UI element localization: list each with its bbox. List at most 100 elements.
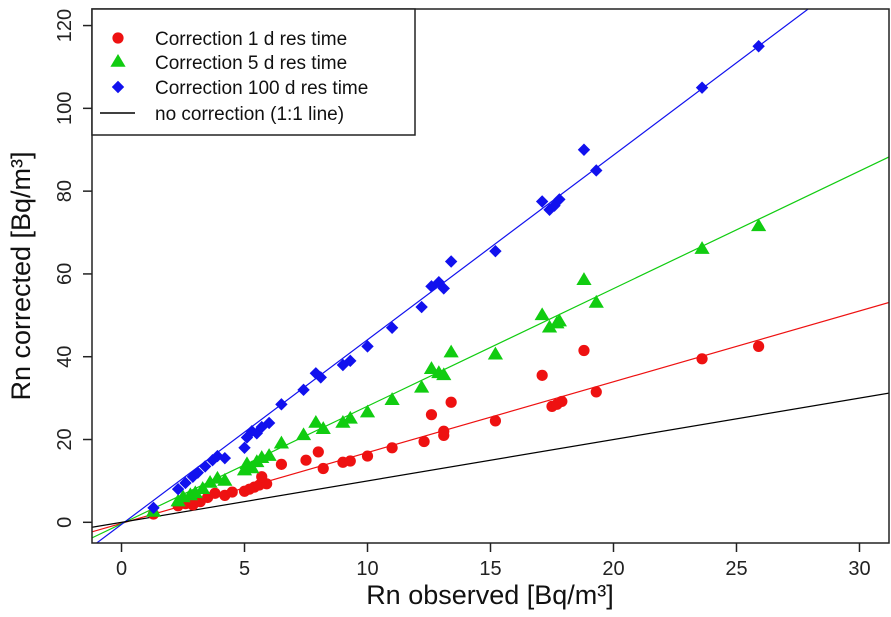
data-point-series-2 bbox=[487, 346, 504, 360]
y-tick-label: 40 bbox=[54, 346, 76, 368]
data-point-series-3 bbox=[297, 383, 310, 397]
data-point-series-2 bbox=[423, 361, 440, 374]
data-point-series-3 bbox=[437, 282, 450, 295]
data-point-series-3 bbox=[590, 164, 603, 177]
data-point-series-2 bbox=[694, 241, 710, 254]
data-point-series-3 bbox=[275, 398, 288, 411]
data-point-series-1 bbox=[438, 425, 450, 437]
data-point-series-2 bbox=[414, 379, 430, 393]
data-point-series-2 bbox=[551, 313, 567, 327]
legend-marker-2 bbox=[110, 54, 126, 67]
data-point-series-3 bbox=[171, 482, 185, 496]
data-point-series-2 bbox=[295, 427, 312, 441]
data-point-series-1 bbox=[317, 462, 329, 475]
data-point-series-3 bbox=[415, 300, 428, 314]
data-point-series-1 bbox=[696, 353, 708, 365]
data-point-series-1 bbox=[753, 340, 765, 352]
data-point-series-3 bbox=[218, 451, 232, 465]
data-point-series-1 bbox=[209, 487, 221, 499]
data-point-series-2 bbox=[217, 472, 233, 486]
legend-label-1: Correction 1 d res time bbox=[155, 29, 347, 50]
x-tick-label: 30 bbox=[848, 558, 870, 580]
data-point-series-1 bbox=[300, 454, 312, 466]
data-point-series-3 bbox=[361, 340, 374, 353]
data-point-series-3 bbox=[147, 501, 160, 515]
data-point-series-1 bbox=[590, 386, 602, 398]
legend-box bbox=[91, 8, 416, 136]
data-point-series-1 bbox=[445, 396, 457, 408]
data-point-series-2 bbox=[443, 344, 459, 358]
data-point-series-3 bbox=[489, 244, 502, 258]
x-axis-title: Rn observed [Bq/m³] bbox=[366, 580, 614, 610]
data-point-series-1 bbox=[312, 446, 324, 458]
data-point-series-1 bbox=[418, 435, 430, 448]
data-point-series-2 bbox=[342, 410, 358, 424]
x-tick-label: 15 bbox=[479, 558, 501, 580]
x-tick-label: 20 bbox=[602, 558, 624, 580]
data-point-series-3 bbox=[543, 203, 556, 216]
data-point-series-2 bbox=[436, 367, 452, 381]
y-tick-label: 60 bbox=[54, 263, 76, 285]
y-axis-title: Rn corrected [Bq/m³] bbox=[6, 151, 36, 400]
data-point-series-3 bbox=[262, 416, 276, 430]
data-point-series-1 bbox=[425, 409, 438, 421]
data-point-series-1 bbox=[275, 458, 288, 470]
legend: Correction 1 d res time Correction 5 d re… bbox=[91, 8, 416, 136]
data-point-series-1 bbox=[578, 344, 590, 357]
legend-marker-1 bbox=[112, 32, 124, 44]
x-tick-label: 0 bbox=[116, 558, 127, 580]
y-tick-label: 120 bbox=[54, 9, 76, 42]
data-point-series-3 bbox=[211, 449, 224, 463]
data-point-series-3 bbox=[179, 476, 192, 490]
data-point-series-2 bbox=[751, 218, 767, 232]
data-point-series-2 bbox=[335, 414, 351, 428]
data-point-series-3 bbox=[695, 81, 709, 94]
legend-label-3: Correction 100 d res time bbox=[155, 78, 368, 99]
x-tick-label: 5 bbox=[239, 558, 250, 580]
data-point-series-2 bbox=[308, 414, 324, 428]
data-point-series-3 bbox=[198, 460, 212, 473]
y-tick-label: 0 bbox=[54, 517, 76, 528]
y-axis: 0 20 40 60 80 100 120 bbox=[54, 9, 92, 528]
x-tick-label: 10 bbox=[356, 558, 378, 580]
data-point-series-2 bbox=[541, 319, 558, 333]
data-point-series-3 bbox=[752, 40, 765, 53]
data-point-series-1 bbox=[361, 450, 374, 462]
data-point-series-2 bbox=[261, 448, 277, 461]
data-point-series-2 bbox=[315, 421, 331, 434]
legend-label-4: no correction (1:1 line) bbox=[155, 104, 344, 125]
data-point-series-2 bbox=[273, 435, 290, 449]
legend-marker-3 bbox=[111, 80, 125, 94]
data-point-series-3 bbox=[535, 195, 549, 208]
data-point-series-3 bbox=[238, 441, 251, 454]
data-point-series-1 bbox=[386, 442, 398, 454]
data-point-series-3 bbox=[444, 255, 458, 268]
data-point-series-1 bbox=[489, 415, 502, 427]
data-point-series-3 bbox=[191, 466, 204, 479]
x-tick-label: 25 bbox=[725, 558, 747, 580]
data-point-series-3 bbox=[314, 371, 327, 384]
data-point-series-1 bbox=[226, 486, 238, 498]
data-point-series-2 bbox=[187, 485, 203, 499]
data-point-series-1 bbox=[256, 471, 268, 483]
data-point-series-1 bbox=[556, 395, 568, 408]
data-point-series-3 bbox=[553, 193, 566, 206]
data-point-series-3 bbox=[577, 143, 591, 156]
data-point-series-1 bbox=[536, 369, 548, 381]
data-point-series-2 bbox=[534, 307, 550, 321]
data-point-series-2 bbox=[576, 272, 592, 285]
y-tick-label: 80 bbox=[54, 180, 76, 202]
x-axis: 0 5 10 15 20 25 30 bbox=[116, 543, 871, 580]
y-tick-label: 100 bbox=[54, 92, 76, 125]
data-point-series-1 bbox=[344, 455, 356, 467]
data-point-series-2 bbox=[588, 294, 604, 308]
data-point-series-2 bbox=[359, 404, 376, 418]
data-points bbox=[145, 40, 767, 520]
data-point-series-2 bbox=[384, 392, 400, 405]
data-point-series-3 bbox=[344, 354, 357, 368]
fit-line-4 bbox=[92, 392, 889, 528]
data-point-series-2 bbox=[202, 474, 218, 488]
y-tick-label: 20 bbox=[54, 428, 76, 450]
data-point-series-3 bbox=[385, 321, 399, 334]
